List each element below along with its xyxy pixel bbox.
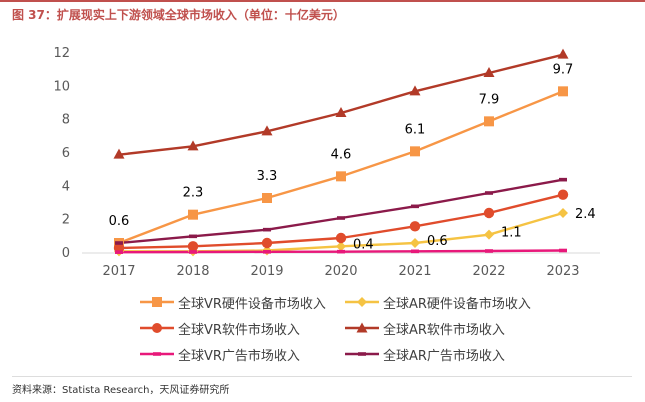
x-tick-label: 2022: [472, 264, 505, 279]
series-5-point: [337, 249, 345, 254]
series-6-point: [263, 227, 271, 232]
series-5-point: [189, 250, 197, 254]
legend-swatch: [140, 323, 174, 333]
legend-label: 全球VR广告市场收入: [178, 348, 300, 364]
legend-item: 全球AR硬件设备市场收入: [345, 292, 531, 312]
vr-hardware-data-label: 9.7: [553, 62, 574, 77]
legend-label: 全球AR软件市场收入: [383, 322, 505, 338]
series-6-point: [559, 177, 567, 182]
x-tick-label: 2023: [546, 264, 579, 279]
legend-swatch: [345, 322, 379, 333]
series-3-point: [335, 232, 347, 244]
vr-hardware-data-label: 6.1: [405, 122, 426, 137]
legend-label: 全球VR软件市场收入: [178, 322, 300, 338]
series-2-point: [558, 208, 568, 218]
legend-label: 全球AR广告市场收入: [383, 348, 505, 364]
legend-item: 全球VR广告市场收入: [140, 344, 300, 364]
vr-hardware-data-label: 4.6: [331, 147, 352, 162]
y-tick-label: 12: [53, 46, 70, 61]
series-5-point: [485, 249, 493, 253]
series-6-point: [337, 216, 345, 220]
series-4-point: [557, 48, 569, 59]
title-underline: [0, 0, 645, 2]
source-note: 资料来源：Statista Research，天风证券研究所: [12, 385, 230, 396]
series-2-point: [336, 241, 346, 252]
legend-swatch: [345, 352, 379, 356]
x-tick-label: 2017: [102, 264, 135, 279]
legend-item: 全球AR广告市场收入: [345, 344, 505, 364]
vr-hardware-data-label: 0.6: [109, 214, 130, 229]
vr-hardware-data-label: 2.3: [183, 186, 204, 201]
y-tick-label: 4: [62, 179, 70, 194]
series-4-point: [409, 85, 421, 96]
ar-hardware-data-label: 0.4: [353, 237, 374, 252]
legend-swatch: [140, 297, 174, 307]
x-tick-label: 2019: [250, 264, 283, 279]
series-1-point: [484, 116, 494, 127]
y-tick-label: 0: [62, 246, 70, 261]
series-3-point: [557, 189, 569, 200]
ar-hardware-data-label: 2.4: [575, 207, 596, 222]
series-2-point: [484, 229, 494, 240]
series-1-point: [262, 193, 272, 203]
x-tick-label: 2021: [398, 264, 431, 279]
series-3-point: [187, 241, 199, 252]
series-6-point: [115, 241, 123, 245]
ar-hardware-data-label: 0.6: [427, 234, 448, 249]
legend-item: 全球VR软件市场收入: [140, 318, 300, 338]
x-tick-label: 2018: [176, 264, 209, 279]
series-6-point: [485, 191, 493, 195]
series-1-point: [188, 209, 198, 220]
figure-title: 图 37：扩展现实上下游领域全球市场收入（单位：十亿美元）: [12, 8, 345, 22]
series-3-point: [409, 221, 421, 232]
series-2-point: [410, 238, 420, 248]
vr-hardware-data-label: 7.9: [479, 92, 500, 107]
y-tick-label: 10: [53, 79, 70, 94]
series-3-point: [261, 237, 273, 249]
source-divider: [12, 376, 632, 377]
series-5-point: [559, 248, 567, 253]
legend-label: 全球VR硬件设备市场收入: [178, 296, 326, 312]
legend-label: 全球AR硬件设备市场收入: [383, 296, 531, 312]
series-1-point: [336, 171, 346, 182]
y-tick-label: 2: [62, 213, 70, 228]
line-chart: 0 2 4 6 8 10 12 2017 2018 2019 2020 2021 2022 2023 0.6…: [53, 46, 600, 279]
series-1-point: [410, 146, 420, 157]
series-5-point: [263, 250, 271, 254]
ar-hardware-data-label: 1.1: [501, 226, 522, 241]
series-1-point: [558, 86, 568, 97]
legend-swatch: [345, 297, 379, 307]
vr-hardware-data-label: 3.3: [257, 169, 278, 184]
series-4-point: [335, 107, 347, 117]
series-6-point: [189, 234, 197, 239]
series-4-point: [113, 148, 125, 159]
series-3-point: [483, 207, 495, 219]
legend-item: 全球AR软件市场收入: [345, 318, 505, 338]
series-5-point: [115, 250, 123, 254]
legend-item: 全球VR硬件设备市场收入: [140, 292, 326, 312]
series-5-point: [411, 249, 419, 254]
series-4-point: [261, 125, 273, 136]
y-tick-label: 8: [62, 113, 70, 128]
y-tick-label: 6: [62, 146, 70, 161]
series-4-point: [187, 140, 199, 151]
legend-swatch: [140, 352, 174, 356]
series-4-point: [483, 67, 495, 77]
series-6-point: [411, 204, 419, 209]
x-tick-label: 2020: [324, 264, 357, 279]
